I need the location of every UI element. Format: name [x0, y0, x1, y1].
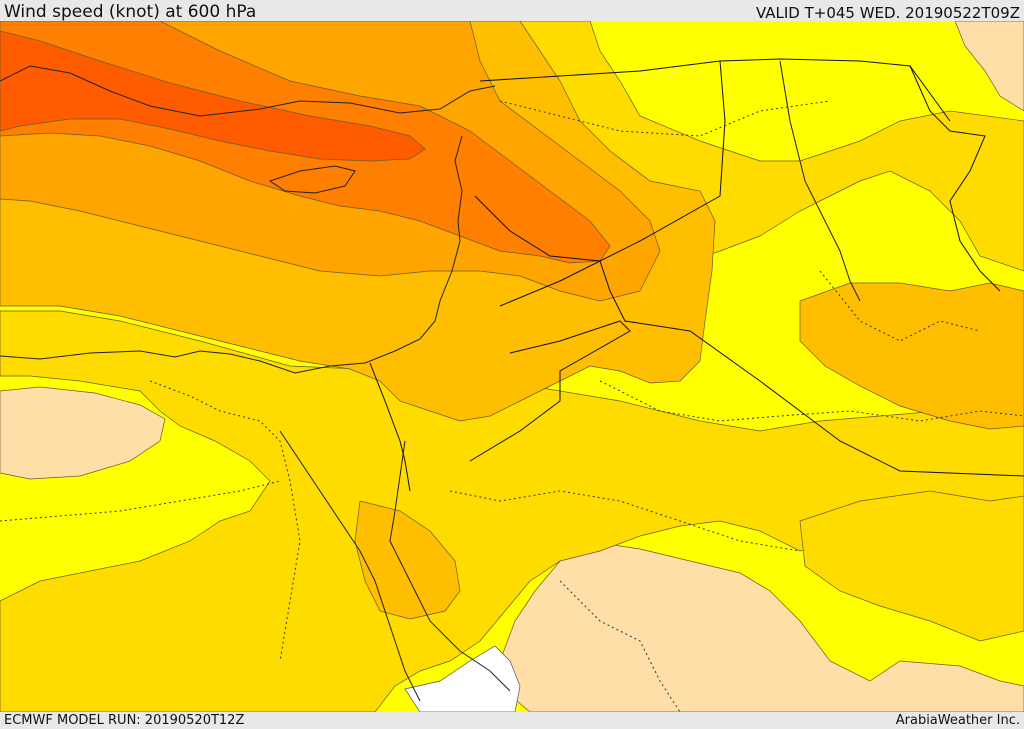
field-moderate [0, 310, 1024, 712]
coastline-cyprus [268, 165, 356, 194]
wind-speed-map [0, 21, 1024, 712]
coastline-gulf [779, 60, 861, 302]
valid-time-label: VALID T+045 WED. 20190522T09Z [755, 4, 1020, 22]
border-jordan-saudi [469, 320, 631, 462]
admin-boundary-south-saudi [559, 580, 681, 712]
credit-label: ArabiaWeather Inc. [895, 713, 1020, 728]
border-iraq-saudi [499, 60, 726, 307]
border-jordan-iraq [474, 195, 1024, 477]
field-missing-patch [404, 645, 521, 712]
field-strongest [0, 30, 426, 162]
map-title: Wind speed (knot) at 600 hPa [4, 2, 257, 22]
field-elevated-south-tongue [354, 500, 461, 620]
admin-boundary-egypt [0, 480, 281, 522]
coastline-mediterranean [0, 135, 463, 374]
border-syria-iraq [479, 58, 951, 122]
map-canvas [0, 21, 1024, 712]
admin-boundary-south [449, 490, 801, 552]
footer-bar: ECMWF MODEL RUN: 20190520T12Z ArabiaWeat… [0, 712, 1024, 729]
border-egypt-israel [369, 362, 411, 492]
admin-boundary-sinai [149, 380, 301, 662]
model-run-label: ECMWF MODEL RUN: 20190520T12Z [4, 713, 245, 728]
coastline-turkey [0, 65, 496, 117]
header-bar: Wind speed (knot) at 600 hPa VALID T+045… [0, 0, 1024, 22]
field-weakest-west [0, 386, 166, 480]
field-weakest-northeast [954, 21, 1024, 112]
field-moderate-southeast [799, 490, 1024, 642]
admin-boundary-north [499, 100, 831, 137]
border-iran [909, 65, 1001, 292]
coastline-red-sea [279, 430, 421, 702]
field-elevated-east [799, 282, 1024, 430]
coastline-red-sea-east [389, 440, 511, 692]
